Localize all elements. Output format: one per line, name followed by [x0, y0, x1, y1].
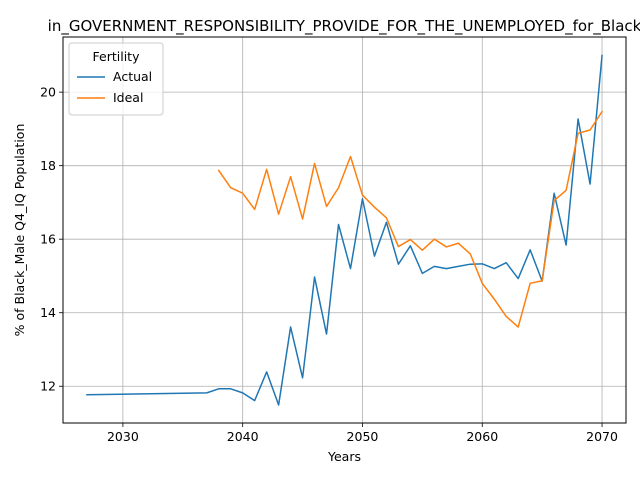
y-tick-label: 20	[40, 85, 56, 100]
y-tick-label: 16	[40, 232, 56, 247]
grid-lines	[63, 37, 626, 423]
series-line-ideal	[217, 110, 604, 328]
legend-box	[68, 42, 164, 116]
y-tick-label: 12	[40, 379, 56, 394]
x-tick-label: 2040	[227, 429, 259, 444]
x-tick-label: 2070	[586, 429, 618, 444]
series-lines	[86, 54, 604, 406]
x-tick-label: 2050	[347, 429, 379, 444]
legend-label-ideal: Ideal	[113, 90, 143, 105]
legend: Fertility Actual Ideal	[68, 42, 164, 116]
x-axis-label: Years	[327, 449, 361, 464]
y-axis-label: % of Black_Male Q4_IQ Population	[12, 124, 27, 337]
y-tick-label: 18	[40, 158, 56, 173]
legend-title: Fertility	[93, 49, 141, 64]
series-line-actual	[86, 54, 603, 406]
legend-label-actual: Actual	[113, 69, 152, 84]
plot-area-frame	[62, 36, 627, 424]
y-axis-ticks: 12 14 16 18 20	[40, 85, 63, 394]
x-tick-label: 2060	[466, 429, 498, 444]
chart-title: in_GOVERNMENT_RESPONSIBILITY_PROVIDE_FOR…	[48, 17, 640, 36]
y-tick-label: 14	[40, 305, 56, 320]
x-tick-label: 2030	[107, 429, 139, 444]
x-axis-ticks: 2030 2040 2050 2060 2070	[107, 423, 618, 444]
legend-entries: Actual Ideal	[77, 69, 152, 105]
